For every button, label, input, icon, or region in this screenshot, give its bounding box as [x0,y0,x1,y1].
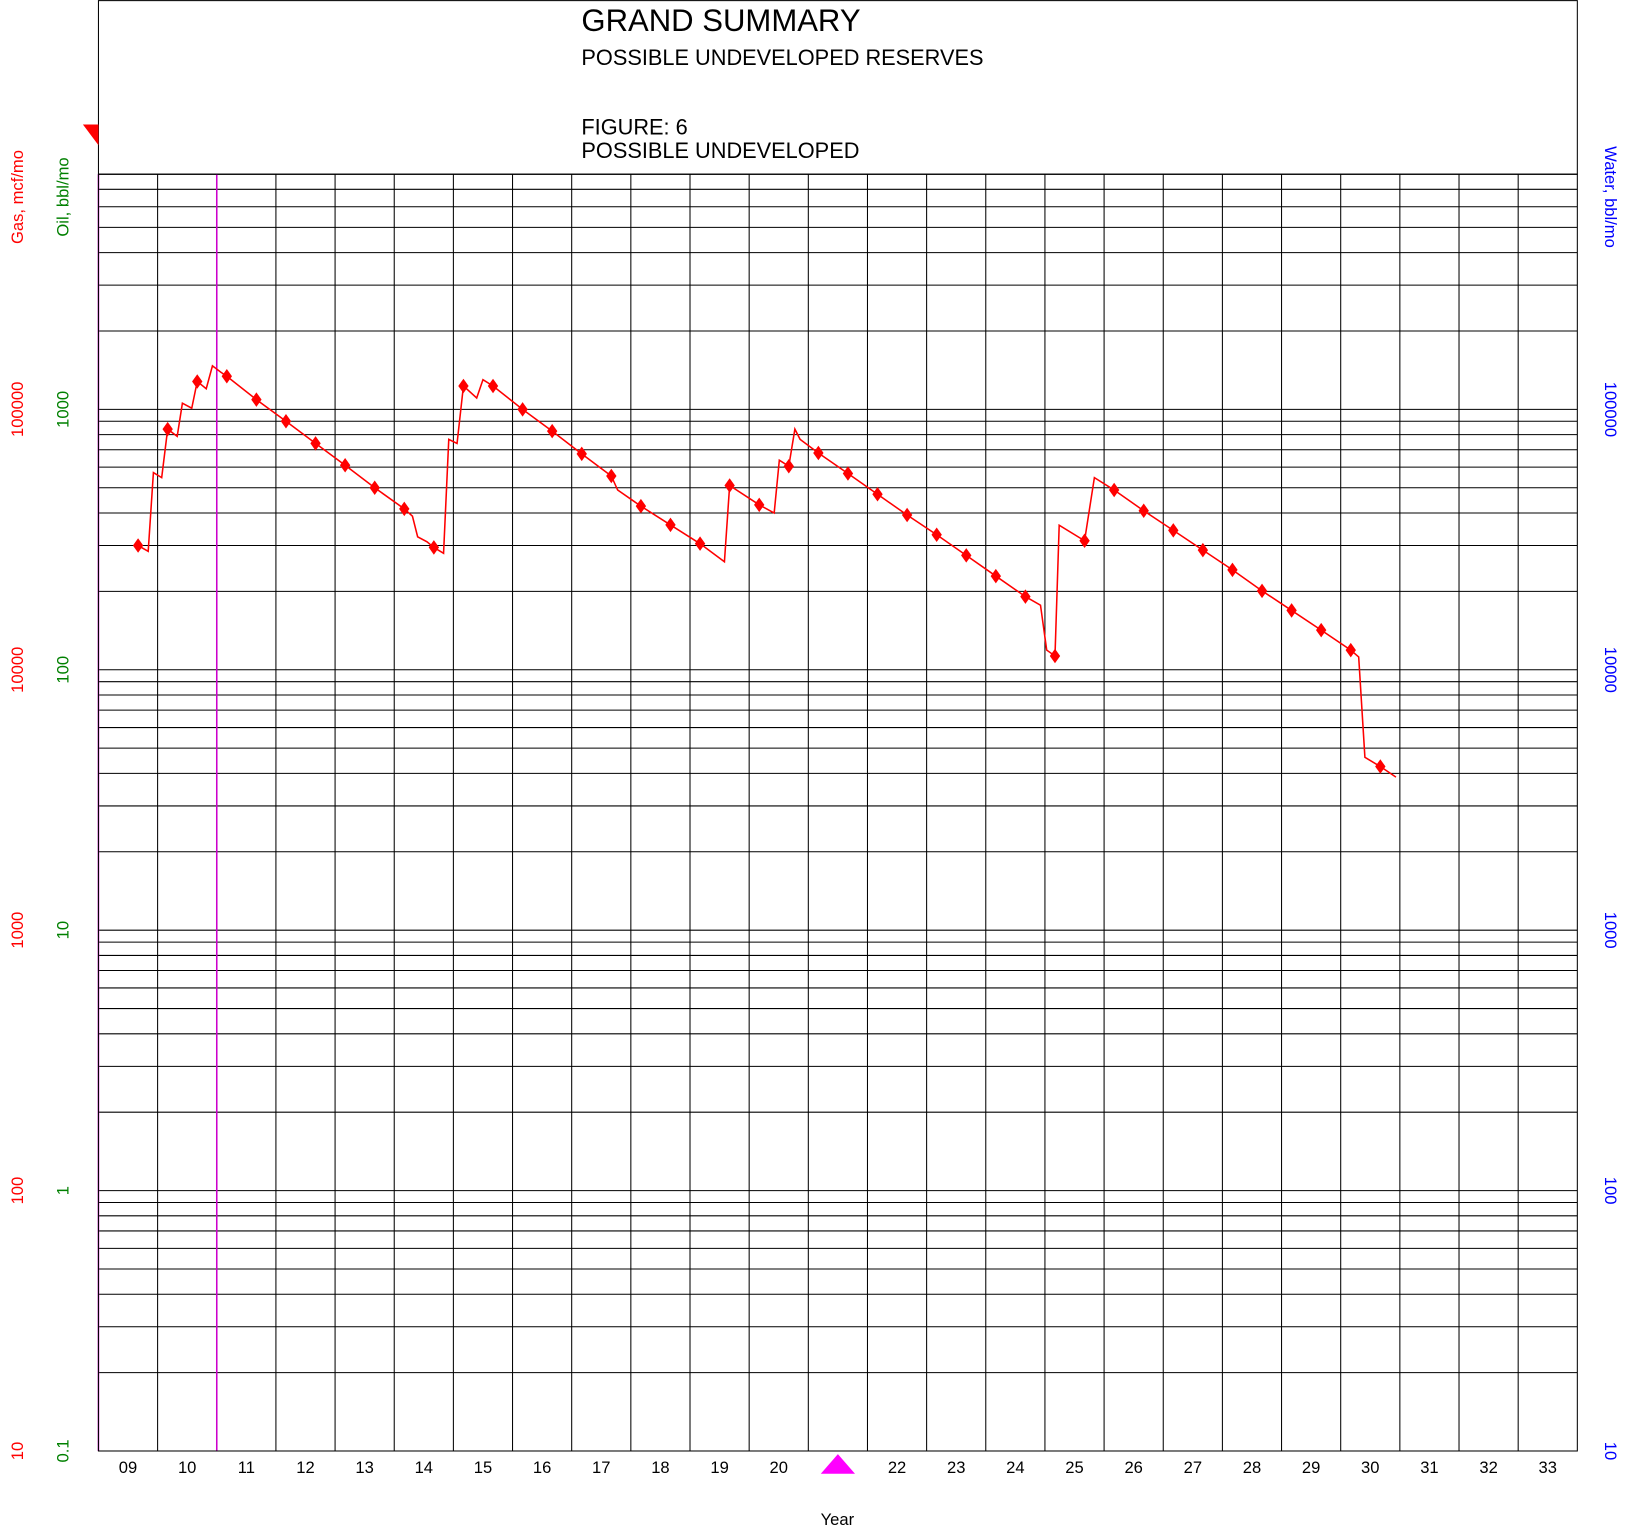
y2-tick-label: 10 [1601,1442,1620,1460]
x-tick-label: 09 [119,1458,137,1477]
data-point [458,378,469,394]
y-tick-label: 100000 [8,382,27,437]
x-tick-label: 11 [238,1458,255,1477]
x-tick-label: 27 [1184,1458,1202,1477]
today-marker [820,1454,855,1474]
x-tick-label: 26 [1124,1458,1142,1477]
data-point [694,536,706,551]
data-point [961,548,972,563]
oil-tick-label: 0.1 [54,1439,73,1462]
x-axis-title: Year [821,1510,855,1529]
data-point [369,480,380,496]
data-point [872,487,883,502]
oil-tick-label: 10 [54,921,73,939]
data-point [1316,622,1327,638]
chart-subtitle: POSSIBLE UNDEVELOPED RESERVES [581,45,983,70]
oil-axis-title: Oil, bbl/mo [54,157,73,236]
data-line [137,364,1397,778]
oil-tick-label: 1 [54,1186,73,1195]
data-point [517,402,528,417]
data-point [339,458,351,473]
plot [132,364,1397,778]
figure-label: FIGURE: 6 [581,114,687,139]
data-point [399,501,410,517]
data-point [251,392,262,407]
data-point [428,540,440,555]
y-tick-label: 100 [8,1177,27,1205]
data-point [132,538,144,553]
data-point [724,478,735,493]
data-point [487,378,499,394]
data-point [1108,482,1120,498]
x-tick-label: 15 [474,1458,492,1477]
data-point [606,468,617,484]
data-point [665,517,676,533]
x-tick-label: 14 [415,1458,433,1477]
data-point [1227,562,1238,578]
x-tick-label: 17 [592,1458,610,1477]
x-tick-label: 31 [1420,1458,1438,1477]
data-point [635,498,647,514]
x-tick-label: 30 [1361,1458,1379,1477]
data-point [842,466,854,481]
data-point [1256,583,1268,599]
x-tick-label: 28 [1243,1458,1261,1477]
data-point [901,507,913,523]
data-point [1345,642,1356,658]
x-tick-label: 19 [710,1458,728,1477]
oil-tick-label: 1000 [54,391,73,428]
x-tick-label: 16 [533,1458,551,1477]
data-point [576,446,587,462]
x-tick-label: 13 [355,1458,373,1477]
data-point [1049,648,1061,664]
data-point [221,369,233,384]
y2-tick-label: 10000 [1601,647,1620,693]
y-tick-label: 1000 [8,912,27,949]
data-point [1138,503,1149,519]
y2-tick-label: 1000 [1601,912,1620,949]
x-tick-label: 18 [651,1458,669,1477]
x-tick-label: 12 [296,1458,314,1477]
data-point [783,458,794,474]
data-point [1168,523,1179,538]
data-point [754,497,765,513]
data-point [931,527,942,543]
x-tick-label: 25 [1065,1458,1083,1477]
plot-frame [97,173,1578,1452]
y-tick-label: 10000 [8,647,27,693]
chart-title: GRAND SUMMARY [581,3,860,38]
data-point [1286,603,1297,618]
data-point [192,374,203,389]
y2-axis-title: Water, bbl/mo [1601,146,1620,248]
oil-tick-label: 100 [54,656,73,684]
x-tick-label: 22 [888,1458,906,1477]
x-tick-label: 20 [770,1458,788,1477]
grid [97,173,1578,1452]
data-point [1020,589,1031,604]
x-tick-label: 32 [1479,1458,1497,1477]
y-tick-label: 10 [8,1442,27,1460]
x-tick-label: 10 [178,1458,196,1477]
y2-tick-label: 100 [1601,1177,1620,1205]
x-tick-label: 33 [1539,1458,1557,1477]
data-point [813,445,824,461]
x-tick-label: 24 [1006,1458,1024,1477]
figure-caption: POSSIBLE UNDEVELOPED [581,138,859,163]
header-box [97,0,1578,175]
data-point [546,423,558,439]
x-tick-label: 29 [1302,1458,1320,1477]
data-point [280,414,292,429]
x-tick-label: 23 [947,1458,965,1477]
data-point [310,436,321,451]
data-point [1375,759,1386,774]
scale-marker [82,124,99,146]
data-point [990,568,1002,584]
y2-tick-label: 100000 [1601,382,1620,437]
y-axis-title: Gas, mcf/mo [8,150,27,244]
